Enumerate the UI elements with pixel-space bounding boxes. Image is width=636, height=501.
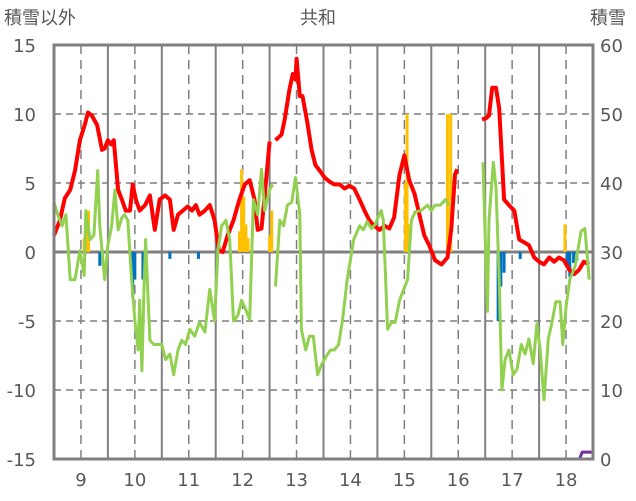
blue-bar — [196, 252, 200, 259]
orange-bar — [242, 196, 246, 252]
green-series-line — [481, 160, 591, 402]
x-tick-label: 12 — [231, 470, 254, 491]
orange-bar — [85, 213, 89, 252]
blue-bar — [518, 252, 522, 259]
y-left-tick-label: 15 — [13, 36, 36, 57]
x-tick-label: 10 — [123, 470, 146, 491]
chart-title: 共和 — [300, 8, 336, 29]
blue-bar — [565, 252, 569, 266]
blue-bar — [572, 252, 576, 264]
x-tick-label: 11 — [177, 470, 200, 491]
blue-bar — [499, 252, 503, 287]
green-series-line — [274, 176, 451, 377]
blue-bar — [98, 252, 102, 266]
orange-bar — [405, 114, 409, 252]
y-right-tick-label: 20 — [600, 312, 623, 333]
orange-bar — [445, 114, 449, 252]
x-tick-label: 9 — [75, 470, 86, 491]
y-right-tick-label: 30 — [600, 243, 623, 264]
blue-bar — [168, 252, 172, 259]
y-left-tick-label: 10 — [13, 105, 36, 126]
x-tick-label: 17 — [501, 470, 524, 491]
y-left-tick-label: -15 — [7, 450, 36, 471]
red-series-line — [52, 110, 272, 254]
x-tick-label: 13 — [285, 470, 308, 491]
orange-bar — [449, 114, 453, 252]
red-series-line — [481, 85, 591, 277]
orange-bar — [268, 235, 272, 252]
orange-bar — [270, 210, 274, 252]
x-tick-label: 14 — [339, 470, 362, 491]
y-left-tick-label: 5 — [25, 174, 36, 195]
y-right-tick-label: 40 — [600, 174, 623, 195]
orange-bar — [563, 224, 567, 252]
orange-bar — [244, 224, 248, 252]
orange-bar — [240, 169, 244, 252]
y-right-tick-label: 60 — [600, 36, 623, 57]
orange-bar — [246, 238, 250, 252]
blue-bar — [133, 252, 137, 280]
x-tick-label: 18 — [555, 470, 578, 491]
blue-bar — [568, 252, 572, 277]
x-tick-label: 15 — [393, 470, 416, 491]
orange-bar — [237, 231, 241, 252]
blue-bar — [141, 252, 145, 280]
y-right-tick-label: 10 — [600, 381, 623, 402]
y-right-tick-label: 0 — [600, 450, 611, 471]
x-tick-label: 16 — [447, 470, 470, 491]
y-left-tick-label: -5 — [18, 312, 36, 333]
tick-labels: 15 60 10 50 5 40 0 30 -5 20 -10 10 -15 0 9 10 11 12 13 14 15… — [7, 36, 623, 491]
orange-bar — [403, 183, 407, 252]
y-right-tick-label: 50 — [600, 105, 623, 126]
blue-bar — [502, 252, 506, 273]
green-series-line — [52, 167, 275, 377]
red-series-line — [274, 56, 460, 267]
left-axis-title: 積雪以外 — [4, 8, 76, 29]
right-axis-title: 積雪 — [590, 8, 626, 29]
plot-frame — [52, 43, 595, 461]
y-left-tick-label: 0 — [25, 243, 36, 264]
y-left-tick-label: -10 — [7, 381, 36, 402]
